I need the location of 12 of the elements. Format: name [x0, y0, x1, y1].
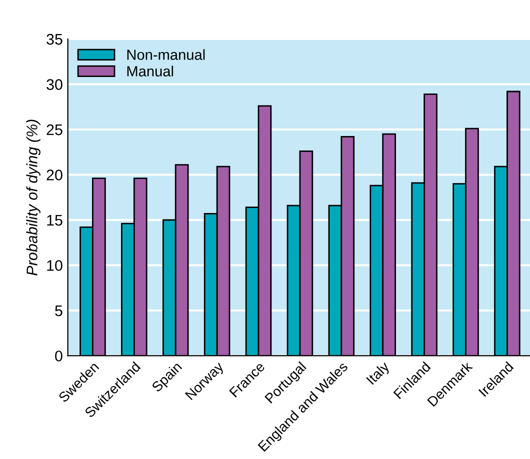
y-tick-label: 10	[47, 260, 62, 271]
y-axis-title: Probability of dying (%)	[26, 120, 40, 276]
y-tick-label: 25	[46, 124, 62, 136]
legend-label: Manual	[127, 66, 174, 76]
y-tick-label: 0	[55, 350, 62, 362]
legend-label: Non-manual	[127, 49, 205, 60]
y-tick-label: 20	[46, 170, 62, 180]
y-tick-label: 30	[46, 79, 62, 90]
x-tick-label: Italy	[366, 360, 392, 387]
y-tick-label: 15	[47, 215, 62, 226]
y-tick-label: 35	[46, 34, 62, 45]
y-tick-label: 5	[55, 306, 62, 316]
